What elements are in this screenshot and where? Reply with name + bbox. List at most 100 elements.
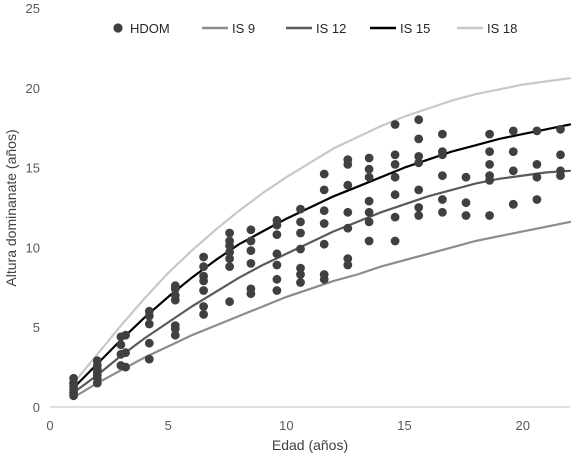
- hdom-point: [414, 115, 424, 125]
- hdom-point: [390, 236, 400, 246]
- hdom-point: [246, 225, 256, 235]
- legend-item: IS 18: [457, 21, 517, 36]
- hdom-point: [319, 270, 329, 279]
- hdom-point: [343, 155, 353, 165]
- hdom-point: [319, 239, 329, 249]
- hdom-point: [296, 263, 305, 273]
- hdom-point: [532, 126, 542, 136]
- hdom-point: [485, 211, 494, 220]
- hdom-point: [199, 286, 209, 295]
- hdom-point: [272, 274, 282, 284]
- hdom-point: [485, 129, 494, 139]
- hdom-point: [246, 236, 256, 246]
- hdom-point: [364, 217, 374, 227]
- hdom-point: [225, 297, 235, 307]
- curve-is18: [72, 77, 572, 385]
- hdom-point: [144, 306, 154, 316]
- hdom-point: [272, 260, 282, 270]
- hdom-point: [225, 254, 235, 263]
- hdom-point: [121, 348, 130, 358]
- hdom-point: [296, 217, 305, 227]
- hdom-point: [438, 195, 447, 204]
- legend: HDOM IS 9 IS 12 IS 15 IS 18: [113, 21, 517, 36]
- legend-label: IS 12: [316, 21, 346, 36]
- hdom-point: [246, 259, 256, 268]
- legend-item: IS 12: [286, 21, 346, 36]
- hdom-point: [364, 196, 374, 206]
- hdom-point: [296, 204, 305, 214]
- hdom-point: [296, 278, 305, 287]
- hdom-point: [69, 373, 78, 383]
- hdom-point: [296, 270, 305, 279]
- hdom-point: [343, 223, 353, 233]
- hdom-point: [390, 172, 400, 182]
- hdom-point: [508, 147, 518, 157]
- y-tick-label: 15: [26, 161, 40, 176]
- legend-item: HDOM: [113, 21, 170, 36]
- hdom-point: [438, 171, 447, 181]
- hdom-point: [272, 249, 282, 259]
- hdom-point: [364, 164, 374, 174]
- hdom-point: [414, 185, 424, 195]
- hdom-point: [364, 207, 374, 217]
- hdom-point: [199, 262, 209, 271]
- y-tick-label: 5: [33, 320, 40, 335]
- hdom-point: [461, 198, 471, 208]
- hdom-point: [390, 120, 400, 129]
- hdom-point: [319, 219, 329, 228]
- hdom-point: [92, 356, 102, 366]
- hdom-point: [414, 152, 424, 161]
- hdom-point: [508, 126, 518, 136]
- hdom-point: [144, 338, 154, 348]
- hdom-point: [556, 166, 565, 176]
- y-tick-label: 25: [26, 1, 40, 16]
- legend-item: IS 15: [370, 21, 430, 36]
- hdom-point: [170, 281, 180, 291]
- x-tick-label: 0: [46, 418, 53, 433]
- hdom-point: [438, 147, 447, 157]
- hdom-point: [508, 166, 518, 176]
- hdom-point: [364, 153, 374, 163]
- hdom-point: [246, 246, 256, 256]
- hdom-points: [69, 115, 565, 401]
- hdom-point: [144, 319, 154, 329]
- hdom-point: [121, 330, 130, 340]
- hdom-point: [199, 252, 209, 262]
- hdom-point: [438, 207, 447, 217]
- hdom-point: [414, 134, 424, 144]
- hdom-point: [532, 160, 542, 169]
- hdom-point: [296, 244, 305, 254]
- hdom-point: [508, 199, 518, 209]
- hdom-point: [461, 211, 471, 220]
- hdom-point: [296, 228, 305, 238]
- site-index-curves: [72, 77, 572, 399]
- hdom-point: [390, 150, 400, 160]
- hdom-point: [319, 206, 329, 216]
- x-tick-label: 10: [279, 418, 293, 433]
- hdom-point: [414, 158, 424, 168]
- y-tick-label: 0: [33, 400, 40, 415]
- hdom-point: [225, 262, 235, 271]
- hdom-point: [414, 211, 424, 220]
- legend-label: IS 18: [487, 21, 517, 36]
- legend-label: IS 9: [232, 21, 255, 36]
- curve-is9: [72, 220, 572, 399]
- legend-label: HDOM: [130, 21, 170, 36]
- hdom-point: [170, 290, 180, 300]
- hdom-point: [272, 215, 282, 225]
- hdom-point: [390, 160, 400, 169]
- hdom-point: [532, 195, 542, 204]
- hdom-point: [556, 124, 565, 134]
- legend-label: IS 15: [400, 21, 430, 36]
- hdom-point: [170, 330, 180, 340]
- hdom-point: [121, 362, 130, 372]
- x-axis-label: Edad (años): [272, 437, 348, 453]
- hdom-point: [343, 180, 353, 190]
- hdom-point: [343, 207, 353, 217]
- hdom-point: [485, 160, 494, 169]
- hdom-point: [556, 150, 565, 160]
- y-tick-label: 10: [26, 240, 40, 255]
- hdom-point: [343, 254, 353, 263]
- x-tick-labels: 0 5 10 15 20: [46, 418, 530, 433]
